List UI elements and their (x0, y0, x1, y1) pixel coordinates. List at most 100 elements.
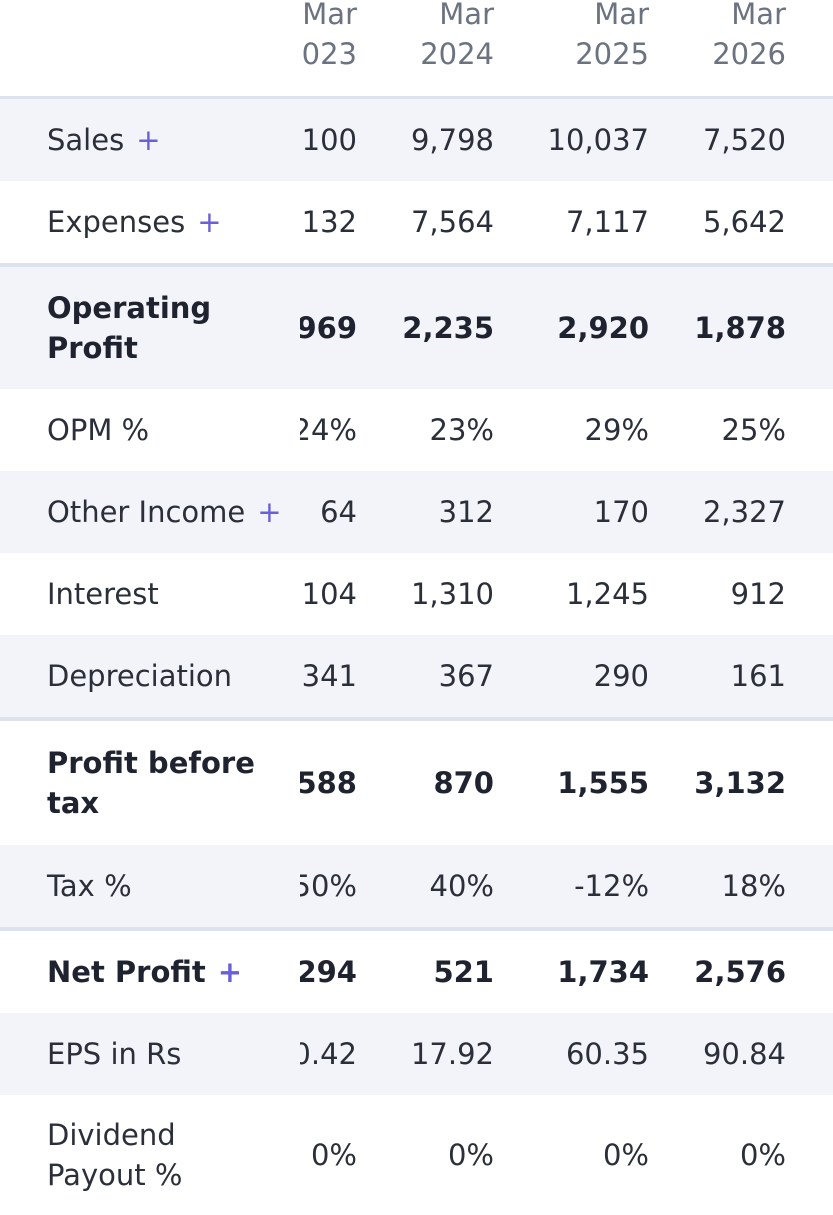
row-label-text: Net Profit (47, 955, 206, 989)
header-col-2024[interactable]: Mar 2024 (420, 0, 494, 74)
header-col-2023-clip: Mar 2023 (300, 0, 360, 96)
header-col-2025-month: Mar (594, 0, 649, 31)
row-label-line1: Operating (47, 291, 212, 325)
table-row-profit-before-tax: Profit before tax 588 870 1,555 3,132 (0, 717, 833, 845)
header-col-2023-year: 2023 (300, 37, 357, 71)
cell-value: 2,576 (694, 955, 786, 989)
cell-value: 2,235 (402, 311, 494, 345)
cell-value: 7,117 (565, 205, 649, 239)
table-row-interest: Interest 1,104 1,310 1,245 912 (0, 553, 833, 635)
header-col-2024-year: 2024 (420, 37, 494, 71)
row-label-text: Sales (47, 123, 125, 157)
cell-value: 3,132 (694, 766, 786, 800)
cell-value: 367 (438, 659, 494, 693)
row-label-other-income[interactable]: Other Income + (47, 471, 282, 553)
row-label-net-profit[interactable]: Net Profit + (47, 931, 242, 1013)
cell-value: 1,734 (557, 955, 649, 989)
cell-clip: 1,969 (300, 267, 360, 389)
cell-value: 24% (300, 413, 357, 447)
table-row-eps: EPS in Rs 10.42 17.92 60.35 90.84 (0, 1013, 833, 1095)
header-col-2025[interactable]: Mar 2025 (575, 0, 649, 74)
cell-value: 161 (730, 659, 786, 693)
cell-value: 1,310 (410, 577, 494, 611)
row-label-text: Expenses (47, 205, 186, 239)
cell-value: 0% (602, 1138, 649, 1172)
row-label-text: Depreciation (47, 659, 233, 693)
expand-plus-icon[interactable]: + (217, 955, 243, 989)
cell-value: 8,100 (300, 123, 357, 157)
row-label-text: Interest (47, 577, 159, 611)
header-col-2023[interactable]: Mar 2023 (300, 0, 357, 74)
cell-clip: 64 (300, 471, 360, 553)
row-label-profit-before-tax: Profit before tax (47, 721, 255, 845)
cell-value: 588 (300, 766, 357, 800)
cell-clip: 50% (300, 845, 360, 927)
cell-value: 40% (429, 869, 494, 903)
cell-value: 521 (433, 955, 494, 989)
table-row-other-income[interactable]: Other Income + 64 312 170 2,327 (0, 471, 833, 553)
expand-plus-icon[interactable]: + (136, 123, 161, 157)
row-label-line1: Dividend (47, 1118, 176, 1152)
cell-value: 50% (300, 869, 357, 903)
cell-value: -12% (574, 869, 649, 903)
cell-value: 1,555 (557, 766, 649, 800)
cell-value: 341 (301, 659, 357, 693)
row-label-text: OPM % (47, 413, 150, 447)
expand-plus-icon[interactable]: + (197, 205, 222, 239)
cell-value: 2,327 (702, 495, 786, 529)
table-row-tax: Tax % 50% 40% -12% 18% (0, 845, 833, 927)
cell-value: 64 (320, 495, 357, 529)
cell-clip: 10.42 (300, 1013, 360, 1095)
cell-clip: 8,100 (300, 99, 360, 181)
cell-value: 2,920 (557, 311, 649, 345)
row-label-interest: Interest (47, 553, 159, 635)
cell-value: 870 (433, 766, 494, 800)
cell-value: 9,798 (410, 123, 494, 157)
row-label-text: Other Income (47, 495, 246, 529)
table-row-sales[interactable]: Sales + 8,100 9,798 10,037 7,520 (0, 99, 833, 181)
cell-clip: 24% (300, 389, 360, 471)
header-col-2024-month: Mar (439, 0, 494, 31)
cell-value: 312 (438, 495, 494, 529)
cell-clip: 294 (300, 931, 360, 1013)
header-col-2026[interactable]: Mar 2026 (712, 0, 786, 74)
header-col-2025-year: 2025 (575, 37, 649, 71)
row-label-text: Tax % (47, 869, 132, 903)
row-label-depreciation: Depreciation (47, 635, 232, 717)
cell-clip: 341 (300, 635, 360, 717)
header-col-2026-year: 2026 (712, 37, 786, 71)
row-label-text: EPS in Rs (47, 1037, 182, 1071)
cell-value: 7,564 (410, 205, 494, 239)
cell-value: 90.84 (702, 1037, 786, 1071)
cell-value: 0% (447, 1138, 494, 1172)
cell-clip: 6,132 (300, 181, 360, 263)
cell-value: 29% (584, 413, 649, 447)
cell-value: 60.35 (565, 1037, 649, 1071)
row-label-sales[interactable]: Sales + (47, 99, 161, 181)
cell-value: 10.42 (300, 1037, 357, 1071)
row-label-line2: Profit (47, 331, 138, 365)
cell-value: 290 (593, 659, 649, 693)
cell-value: 1,969 (300, 311, 357, 345)
row-label-expenses[interactable]: Expenses + (47, 181, 222, 263)
cell-value: 6,132 (300, 205, 357, 239)
table-row-dividend-payout: Dividend Payout % 0% 0% 0% 0% (0, 1095, 833, 1215)
cell-value: 1,104 (300, 577, 357, 611)
row-label-tax: Tax % (47, 845, 132, 927)
cell-value: 25% (721, 413, 786, 447)
row-label-opm: OPM % (47, 389, 149, 471)
table-row-operating-profit: Operating Profit 1,969 2,235 2,920 1,878 (0, 263, 833, 389)
cell-value: 170 (593, 495, 649, 529)
expand-plus-icon[interactable]: + (257, 495, 282, 529)
table-row-expenses[interactable]: Expenses + 6,132 7,564 7,117 5,642 (0, 181, 833, 263)
cell-clip: 1,104 (300, 553, 360, 635)
cell-value: 17.92 (410, 1037, 494, 1071)
cell-clip: 0% (300, 1095, 360, 1215)
table-row-net-profit[interactable]: Net Profit + 294 521 1,734 2,576 (0, 927, 833, 1013)
cell-value: 294 (300, 955, 357, 989)
cell-value: 7,520 (702, 123, 786, 157)
cell-value: 10,037 (547, 123, 649, 157)
header-col-2026-month: Mar (731, 0, 786, 31)
cell-value: 5,642 (702, 205, 786, 239)
